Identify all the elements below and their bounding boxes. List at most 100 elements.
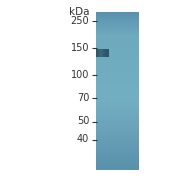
Bar bbox=[96, 160, 139, 161]
Bar bbox=[96, 131, 139, 132]
Bar bbox=[96, 133, 139, 134]
Bar bbox=[96, 14, 139, 15]
Bar bbox=[96, 39, 139, 40]
Bar bbox=[96, 37, 139, 38]
Bar bbox=[96, 166, 139, 167]
Bar bbox=[96, 77, 139, 78]
Bar bbox=[96, 100, 139, 101]
Bar bbox=[96, 151, 139, 152]
Bar bbox=[96, 101, 139, 102]
Bar bbox=[96, 103, 139, 104]
Bar bbox=[96, 55, 139, 56]
Bar bbox=[96, 117, 139, 118]
Bar bbox=[96, 112, 139, 113]
Bar bbox=[96, 125, 139, 126]
Bar bbox=[96, 150, 139, 151]
Bar bbox=[96, 116, 139, 117]
Bar bbox=[108, 49, 109, 57]
Bar bbox=[96, 56, 139, 57]
Bar bbox=[96, 98, 139, 99]
Bar bbox=[96, 70, 139, 71]
Bar bbox=[96, 56, 139, 57]
Bar bbox=[96, 57, 139, 58]
Bar bbox=[96, 83, 139, 84]
Bar bbox=[96, 27, 139, 28]
Bar bbox=[96, 137, 139, 138]
Bar bbox=[96, 78, 139, 79]
Bar bbox=[96, 15, 139, 16]
Bar bbox=[96, 54, 139, 55]
Bar bbox=[96, 47, 139, 48]
Bar bbox=[96, 147, 139, 148]
Bar bbox=[96, 149, 139, 150]
Bar bbox=[96, 76, 139, 77]
Bar bbox=[96, 148, 139, 149]
Bar bbox=[96, 36, 139, 37]
Bar bbox=[96, 135, 139, 136]
Bar bbox=[96, 127, 139, 128]
Bar bbox=[96, 169, 139, 170]
Bar bbox=[96, 93, 139, 94]
Bar bbox=[96, 139, 139, 140]
Bar bbox=[96, 31, 139, 32]
Bar bbox=[101, 49, 102, 57]
Bar bbox=[96, 87, 139, 88]
Bar bbox=[96, 134, 139, 135]
Bar bbox=[96, 167, 139, 168]
Bar bbox=[96, 143, 139, 144]
Bar bbox=[96, 29, 139, 30]
Bar bbox=[96, 99, 139, 100]
Bar bbox=[96, 144, 139, 145]
Bar bbox=[96, 128, 139, 129]
Bar bbox=[96, 136, 139, 137]
Bar bbox=[96, 24, 139, 25]
Bar bbox=[96, 145, 139, 146]
Bar bbox=[96, 91, 139, 92]
Bar bbox=[96, 139, 139, 140]
Bar bbox=[96, 84, 139, 85]
Bar bbox=[104, 49, 105, 57]
Bar bbox=[96, 74, 139, 75]
Bar bbox=[96, 121, 139, 122]
Bar bbox=[96, 54, 139, 55]
Bar bbox=[96, 58, 139, 59]
Bar bbox=[96, 107, 139, 108]
Bar bbox=[96, 105, 139, 106]
Bar bbox=[96, 35, 139, 36]
Text: 70: 70 bbox=[77, 93, 89, 103]
Bar bbox=[96, 17, 139, 18]
Bar bbox=[96, 114, 139, 115]
Bar bbox=[96, 37, 139, 38]
Bar bbox=[96, 61, 139, 62]
Bar bbox=[96, 25, 139, 26]
Bar bbox=[96, 52, 139, 53]
Bar bbox=[96, 92, 139, 93]
Bar bbox=[96, 113, 139, 114]
Bar bbox=[96, 69, 139, 70]
Bar bbox=[96, 158, 139, 159]
Bar bbox=[96, 169, 139, 170]
Bar bbox=[96, 102, 139, 103]
Bar bbox=[96, 19, 139, 20]
Bar bbox=[96, 118, 139, 119]
Bar bbox=[96, 43, 139, 44]
Bar bbox=[98, 49, 99, 57]
Bar bbox=[96, 140, 139, 141]
Bar bbox=[96, 58, 139, 59]
Bar bbox=[96, 122, 139, 123]
Bar bbox=[96, 96, 139, 97]
Text: 100: 100 bbox=[71, 70, 89, 80]
Bar bbox=[96, 28, 139, 29]
Bar bbox=[96, 140, 139, 141]
Bar bbox=[103, 49, 104, 57]
Bar bbox=[96, 82, 139, 83]
Bar bbox=[96, 121, 139, 122]
Bar bbox=[96, 83, 139, 84]
Bar bbox=[96, 156, 139, 157]
Bar bbox=[105, 49, 106, 57]
Bar bbox=[96, 75, 139, 76]
Bar bbox=[96, 40, 139, 41]
Bar bbox=[96, 157, 139, 158]
Bar bbox=[96, 106, 139, 107]
Text: 50: 50 bbox=[77, 116, 89, 127]
